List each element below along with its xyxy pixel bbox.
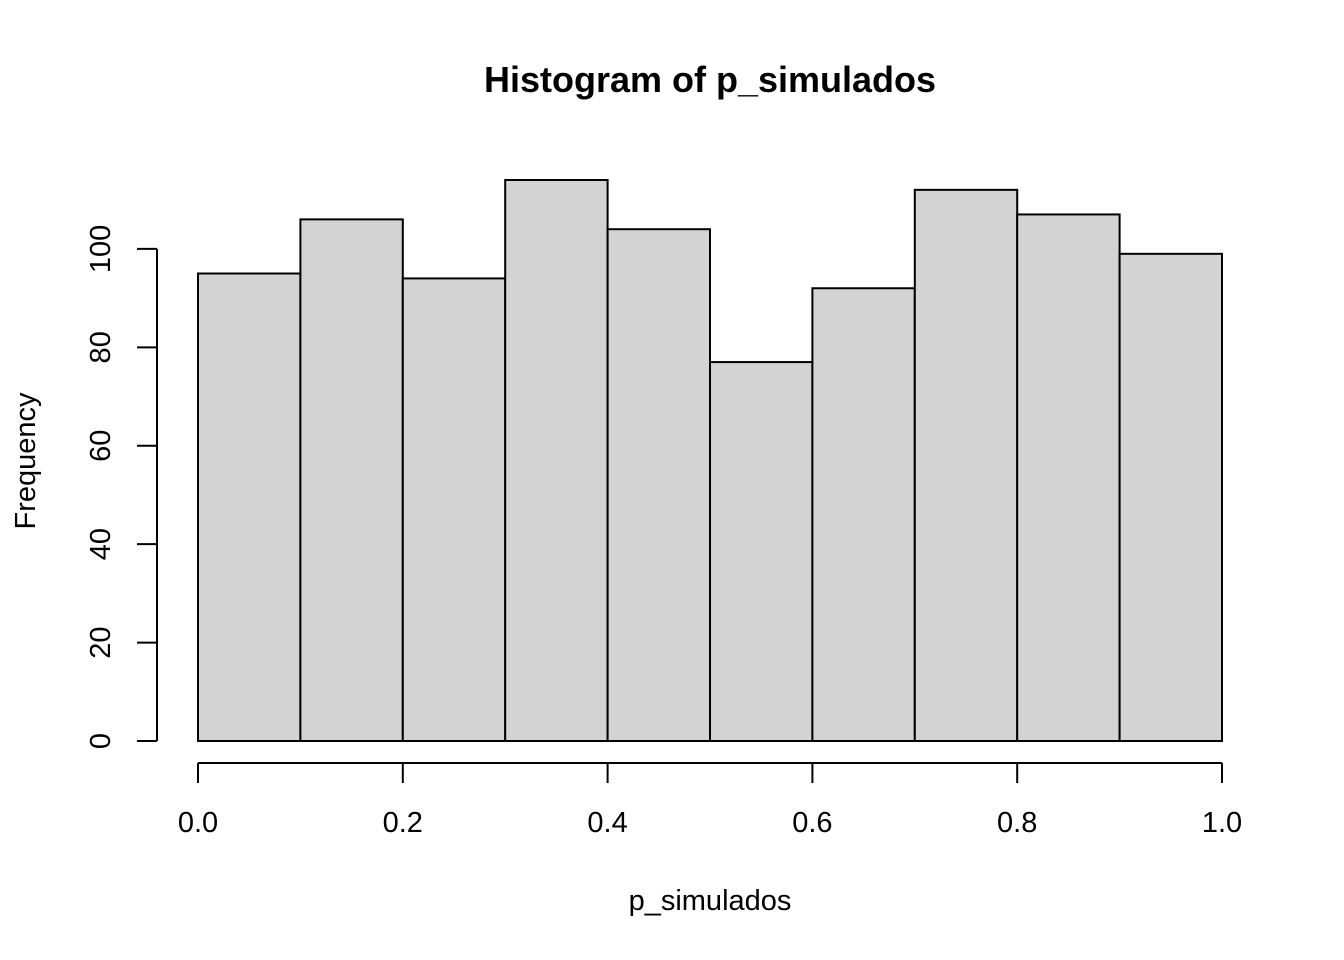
y-axis-label: Frequency [10, 392, 42, 530]
histogram-bar-2 [299, 218, 404, 743]
x-tick-label: 0.4 [587, 807, 627, 839]
y-tick-label: 40 [85, 528, 117, 560]
histogram-bar-3 [401, 277, 507, 742]
histogram-bar-5 [606, 228, 711, 742]
x-tick-label: 0.8 [997, 807, 1037, 839]
y-tick-label: 60 [85, 430, 117, 462]
y-tick-label: 100 [85, 225, 117, 273]
y-tick-label: 80 [85, 331, 117, 363]
histogram-bar-4 [504, 179, 609, 742]
x-tick-label: 1.0 [1202, 807, 1242, 839]
histogram-bar-7 [811, 287, 916, 742]
x-axis: 0.0 0.2 0.4 0.6 0.8 1.0 [178, 762, 1242, 839]
chart-title: Histogram of p_simulados [484, 59, 936, 100]
x-tick-label: 0.2 [383, 807, 423, 839]
histogram-bars [197, 179, 1223, 743]
y-axis: 0 20 40 60 80 100 [85, 225, 158, 749]
x-tick-label: 0.6 [792, 807, 832, 839]
x-tick-label: 0.0 [178, 807, 218, 839]
histogram-bar-9 [1016, 213, 1121, 742]
y-tick-label: 20 [85, 626, 117, 658]
x-axis-label: p_simulados [629, 885, 792, 917]
histogram-bar-1 [197, 272, 302, 742]
histogram-bar-6 [709, 361, 814, 742]
y-tick-label: 0 [85, 733, 117, 749]
histogram-bar-8 [913, 188, 1019, 742]
histogram-bar-10 [1118, 252, 1223, 742]
